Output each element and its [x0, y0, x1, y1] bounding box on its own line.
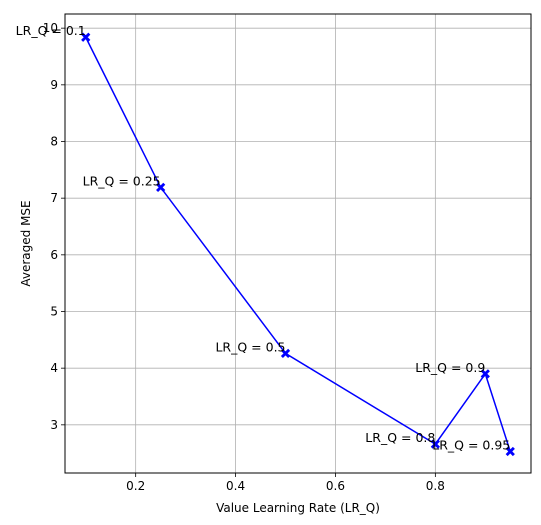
data-point [156, 182, 166, 193]
y-tick-label: 6 [50, 248, 58, 262]
y-tick-label: 3 [50, 418, 58, 432]
point-annotation: LR_Q = 0.9 [415, 360, 485, 375]
series-line [85, 36, 511, 452]
data-point [430, 439, 440, 449]
point-annotation: LR_Q = 0.8 [365, 430, 435, 445]
y-tick-label: 7 [50, 191, 58, 205]
point-annotation: LR_Q = 0.1 [16, 23, 86, 38]
data-point [81, 32, 91, 42]
y-tick-label: 5 [50, 305, 58, 319]
y-axis-label: Averaged MSE [19, 200, 33, 286]
grid [65, 14, 531, 473]
y-tick-label: 8 [50, 135, 58, 149]
data-point [280, 348, 291, 359]
x-tick-label: 0.6 [326, 479, 345, 493]
y-tick-label: 9 [50, 78, 58, 92]
x-tick-label: 0.2 [126, 479, 145, 493]
y-tick-label: 10 [43, 21, 58, 35]
point-annotation: LR_Q = 0.5 [215, 339, 285, 354]
y-tick-label: 4 [50, 361, 58, 375]
series [81, 32, 515, 457]
x-tick-label: 0.4 [226, 479, 245, 493]
data-point [505, 446, 515, 457]
x-axis-label: Value Learning Rate (LR_Q) [216, 501, 380, 515]
point-annotation: LR_Q = 0.25 [83, 173, 161, 188]
point-annotation: LR_Q = 0.95 [432, 437, 510, 452]
axis-ticks: 0.2 0.4 0.6 0.8 3 4 5 6 7 8 9 10 [43, 21, 445, 493]
x-tick-label: 0.8 [426, 479, 445, 493]
annotations: LR_Q = 0.1 LR_Q = 0.25 LR_Q = 0.5 LR_Q = 0.… [16, 23, 511, 452]
plot-area [64, 13, 532, 474]
data-point [480, 369, 490, 379]
